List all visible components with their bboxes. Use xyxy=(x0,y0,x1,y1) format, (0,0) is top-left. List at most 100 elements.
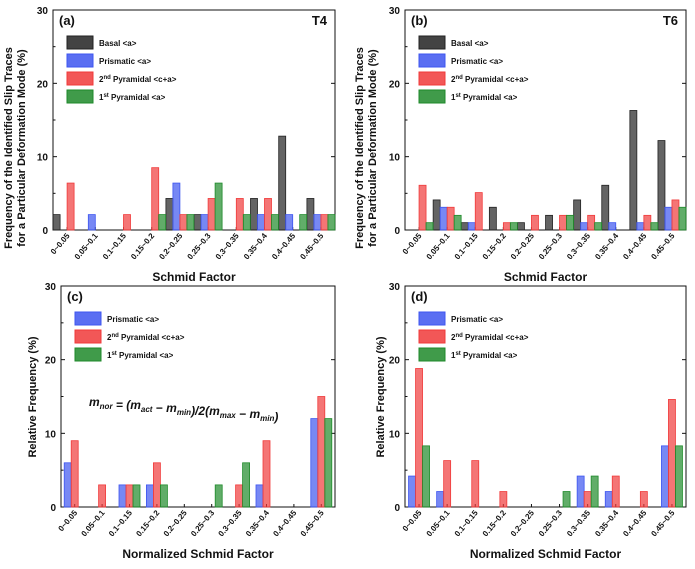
x-axis-title-b: Schmid Factor xyxy=(504,270,588,284)
x-tick-label-a-6: 0.3~0.35 xyxy=(214,231,241,261)
bar-a-prismatic-5 xyxy=(200,214,209,231)
bar-c-pyr1-9 xyxy=(324,418,333,508)
bar-c-prismatic-3 xyxy=(145,484,154,508)
bar-c-pyr1-3 xyxy=(159,484,168,508)
y-tick-label-b-3: 30 xyxy=(389,6,401,17)
x-axis-title-d: Normalized Schmid Factor xyxy=(470,547,622,561)
x-axis-title-a: Schmid Factor xyxy=(152,270,236,284)
y-tick-label-c-0: 0 xyxy=(50,503,56,514)
legend-label-a-basal: Basal <a> xyxy=(99,39,137,48)
y-tick-label-a-0: 0 xyxy=(42,226,48,237)
x-tick-label-c-9: 0.45~0.5 xyxy=(299,508,326,538)
bar-a-prismatic-7 xyxy=(257,214,265,231)
bar-a-pyr2-4 xyxy=(179,214,188,231)
x-tick-label-d-4: 0.2~0.25 xyxy=(509,508,536,538)
y-tick-label-d-0: 0 xyxy=(394,503,400,514)
x-tick-label-d-7: 0.35~0.4 xyxy=(593,508,620,538)
bar-a-pyr1-7 xyxy=(271,214,279,231)
panel-label-a: (a) xyxy=(59,13,75,28)
bar-a-pyr2-0 xyxy=(66,182,75,231)
y-tick-label-b-0: 0 xyxy=(394,226,400,237)
bar-b-pyr2-3 xyxy=(502,222,511,231)
legend-swatch-b-pyr1 xyxy=(418,89,446,104)
x-tick-label-c-2: 0.1~0.15 xyxy=(107,508,134,538)
bar-b-basal-9 xyxy=(657,140,666,231)
bar-b-pyr2-4 xyxy=(531,214,539,231)
bar-a-prismatic-8 xyxy=(285,214,294,231)
bar-d-pyr2-8 xyxy=(639,491,648,508)
bar-a-pyr2-9 xyxy=(320,214,329,231)
bar-d-pyr2-9 xyxy=(668,399,676,508)
bar-b-basal-7 xyxy=(601,184,610,231)
bar-a-prismatic-1 xyxy=(87,214,96,231)
panel-label-d: (d) xyxy=(411,289,428,304)
y-tick-label-a-1: 10 xyxy=(37,153,49,164)
bar-c-pyr2-0 xyxy=(70,440,79,508)
bar-d-pyr1-9 xyxy=(675,445,683,508)
legend-swatch-c-prismatic xyxy=(74,311,102,326)
x-tick-label-b-0: 0~0.05 xyxy=(401,231,424,256)
x-tick-label-a-3: 0.15~0.2 xyxy=(129,231,156,261)
bar-c-prismatic-0 xyxy=(63,462,72,508)
bar-a-pyr1-4 xyxy=(186,214,195,231)
x-tick-label-b-2: 0.1~0.15 xyxy=(453,231,480,261)
bar-b-pyr1-3 xyxy=(509,222,518,231)
x-tick-label-c-3: 0.15~0.2 xyxy=(134,508,161,538)
legend-label-a-prismatic: Prismatic <a> xyxy=(99,57,151,66)
x-tick-label-b-9: 0.45~0.5 xyxy=(649,231,676,261)
bar-b-pyr2-0 xyxy=(418,184,427,231)
legend-swatch-a-pyr1 xyxy=(66,89,94,104)
legend-swatch-d-prismatic xyxy=(418,311,446,326)
bar-b-prismatic-6 xyxy=(580,222,589,231)
legend-label-a-pyr2: 2nd Pyramidal <c+a> xyxy=(99,75,177,84)
legend-swatch-a-basal xyxy=(66,35,94,50)
bar-b-basal-8 xyxy=(629,110,638,231)
legend-label-d-pyr1: 1st Pyramidal <a> xyxy=(451,351,518,360)
y-tick-label-d-1: 10 xyxy=(389,429,401,440)
x-tick-label-a-4: 0.2~0.25 xyxy=(157,231,184,261)
bar-c-prismatic-9 xyxy=(310,418,319,508)
legend-swatch-b-pyr2 xyxy=(418,71,446,86)
bar-b-prismatic-1 xyxy=(439,206,448,231)
x-tick-label-c-4: 0.2~0.25 xyxy=(162,508,189,538)
bar-c-pyr2-3 xyxy=(152,462,161,508)
bar-b-pyr1-8 xyxy=(650,222,659,231)
bar-a-prismatic-4 xyxy=(172,182,181,231)
bar-c-pyr2-9 xyxy=(317,396,326,508)
bar-a-pyr2-7 xyxy=(264,198,272,231)
bar-b-prismatic-2 xyxy=(467,222,476,231)
bar-b-basal-2 xyxy=(460,222,469,231)
y-tick-label-c-2: 20 xyxy=(45,356,57,367)
x-tick-label-b-3: 0.15~0.2 xyxy=(481,231,508,261)
x-tick-label-d-3: 0.15~0.2 xyxy=(481,508,508,538)
bar-c-pyr1-5 xyxy=(214,484,223,508)
legend-label-b-pyr1: 1st Pyramidal <a> xyxy=(451,93,518,102)
legend-label-d-pyr2: 2nd Pyramidal <c+a> xyxy=(451,333,529,342)
panel-tag-b: T6 xyxy=(663,13,678,28)
x-tick-label-d-2: 0.1~0.15 xyxy=(453,508,480,538)
bar-a-basal-7 xyxy=(250,198,258,231)
bar-c-pyr2-6 xyxy=(235,484,244,508)
legend-swatch-d-pyr1 xyxy=(418,347,446,362)
legend-label-b-pyr2: 2nd Pyramidal <c+a> xyxy=(451,75,529,84)
bar-a-basal-8 xyxy=(278,135,287,231)
bar-b-pyr2-2 xyxy=(474,192,483,231)
equation-c: mnor = (mact − mmin)/2(mmax − mmin) xyxy=(89,395,278,424)
bar-d-pyr2-3 xyxy=(499,491,508,508)
bar-a-basal-5 xyxy=(193,214,202,231)
y-tick-label-b-2: 20 xyxy=(389,79,401,90)
y-tick-label-d-3: 30 xyxy=(389,282,401,293)
x-tick-label-a-9: 0.45~0.5 xyxy=(298,231,325,261)
y-tick-label-c-3: 30 xyxy=(45,282,57,293)
x-tick-label-a-7: 0.35~0.4 xyxy=(242,231,269,261)
bar-d-pyr1-5 xyxy=(562,491,571,508)
bar-a-pyr1-3 xyxy=(158,214,167,231)
plot-frame-c xyxy=(60,285,336,508)
y-tick-label-b-1: 10 xyxy=(389,153,401,164)
x-tick-label-a-1: 0.05~0.1 xyxy=(73,231,100,261)
bar-d-pyr2-1 xyxy=(443,460,452,508)
x-tick-label-c-1: 0.05~0.1 xyxy=(80,508,107,538)
